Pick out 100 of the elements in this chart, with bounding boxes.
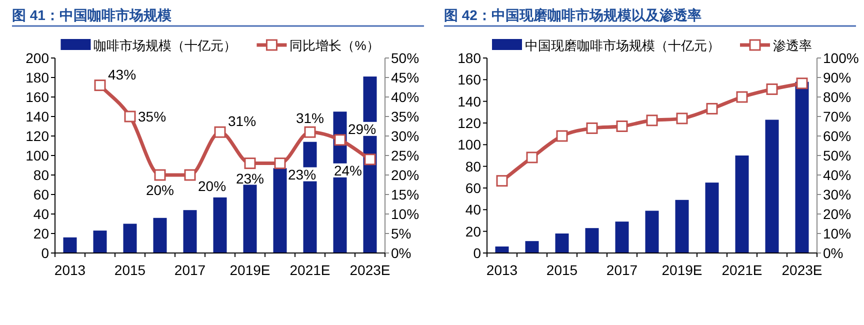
- y2-tick-label: 5%: [391, 226, 412, 242]
- y2-tick-label: 100%: [823, 50, 859, 66]
- bar: [183, 210, 197, 253]
- x-tick-label: 2023E: [782, 262, 822, 278]
- y-tick-label: 0: [473, 245, 482, 261]
- point: [586, 122, 598, 134]
- bar: [705, 182, 719, 253]
- y2-tick-label: 25%: [391, 148, 420, 164]
- y-tick-label: 100: [458, 136, 482, 153]
- y2-tick-label: 40%: [391, 89, 420, 105]
- data-label: 24%: [334, 162, 362, 178]
- point: [616, 120, 628, 132]
- bar: [585, 228, 599, 253]
- chart-title: 图 41：中国咖啡市场规模: [12, 7, 172, 23]
- bar: [93, 230, 107, 253]
- bar: [495, 246, 509, 253]
- chart-title: 图 42：中国现磨咖啡市场规模以及渗透率: [444, 7, 702, 23]
- y2-tick-label: 45%: [391, 70, 420, 86]
- legend-label: 渗透率: [773, 38, 812, 53]
- data-label: 23%: [236, 170, 264, 186]
- bar: [213, 197, 227, 253]
- y2-tick-label: 20%: [391, 167, 420, 183]
- point: [274, 158, 286, 170]
- data-label: 31%: [228, 113, 256, 130]
- point: [496, 175, 508, 187]
- bar: [63, 237, 77, 253]
- y2-tick-label: 0%: [391, 245, 412, 261]
- y-tick-label: 20: [465, 223, 482, 240]
- bar: [795, 82, 809, 253]
- bar: [273, 168, 287, 253]
- bar: [765, 120, 779, 253]
- y-tick-label: 160: [26, 89, 50, 105]
- point: [214, 126, 226, 138]
- x-tick-label: 2017: [606, 262, 638, 278]
- point: [124, 110, 136, 122]
- x-tick-label: 2019E: [230, 262, 270, 278]
- legend-label: 咖啡市场规模（十亿元）: [94, 38, 237, 53]
- y-tick-label: 140: [26, 108, 50, 124]
- y2-tick-label: 80%: [823, 89, 852, 105]
- point: [556, 130, 568, 142]
- y2-tick-label: 40%: [823, 167, 852, 183]
- point: [676, 112, 688, 124]
- data-label: 20%: [146, 182, 174, 198]
- point: [244, 158, 256, 170]
- x-tick-label: 2013: [486, 262, 518, 278]
- bar: [153, 218, 167, 253]
- bar: [555, 234, 569, 253]
- y-tick-label: 40: [33, 206, 50, 222]
- point: [334, 134, 346, 146]
- y2-tick-label: 50%: [391, 50, 420, 66]
- x-tick-label: 2021E: [722, 262, 762, 278]
- y-tick-label: 120: [26, 128, 50, 144]
- x-tick-label: 2021E: [290, 262, 330, 278]
- data-label: 29%: [348, 120, 376, 137]
- y-tick-label: 140: [458, 93, 482, 110]
- y2-tick-label: 15%: [391, 186, 420, 202]
- y-tick-label: 160: [458, 72, 482, 88]
- y-tick-label: 100: [26, 148, 50, 164]
- y2-tick-label: 35%: [391, 108, 420, 124]
- y2-tick-label: 50%: [823, 148, 852, 164]
- y-tick-label: 80: [33, 167, 50, 183]
- x-tick-label: 2013: [54, 262, 86, 278]
- data-label: 31%: [296, 110, 324, 126]
- y-tick-label: 60: [465, 180, 482, 196]
- bar: [123, 224, 137, 253]
- data-label: 43%: [108, 66, 136, 82]
- y2-tick-label: 30%: [391, 128, 420, 144]
- x-tick-label: 2019E: [662, 262, 702, 278]
- point: [766, 83, 778, 95]
- bar: [675, 200, 689, 253]
- point: [154, 169, 166, 181]
- point: [304, 126, 316, 138]
- y-tick-label: 120: [458, 115, 482, 131]
- point: [364, 154, 376, 166]
- y2-tick-label: 60%: [823, 128, 852, 144]
- y-tick-label: 180: [458, 50, 482, 66]
- y-tick-label: 0: [41, 245, 50, 261]
- y2-tick-label: 20%: [823, 206, 852, 222]
- point: [736, 91, 748, 103]
- data-label: 20%: [198, 178, 226, 194]
- y-tick-label: 200: [26, 50, 50, 66]
- point: [184, 169, 196, 181]
- y-tick-label: 60: [33, 186, 50, 202]
- y2-tick-label: 10%: [391, 206, 420, 222]
- y-tick-label: 180: [26, 70, 50, 86]
- y2-tick-label: 70%: [823, 108, 852, 124]
- point: [706, 102, 718, 114]
- y2-tick-label: 90%: [823, 70, 852, 86]
- x-tick-label: 2015: [114, 262, 146, 278]
- y2-tick-label: 10%: [823, 226, 852, 242]
- y-tick-label: 20: [33, 226, 50, 242]
- bar: [615, 222, 629, 253]
- x-tick-label: 2023E: [350, 262, 390, 278]
- x-tick-label: 2017: [174, 262, 206, 278]
- legend-label: 中国现磨咖啡市场规模（十亿元）: [525, 38, 720, 53]
- y2-tick-label: 0%: [823, 245, 844, 261]
- y-tick-label: 40: [465, 202, 482, 218]
- bar: [243, 184, 257, 253]
- x-tick-label: 2015: [546, 262, 578, 278]
- y-tick-label: 80: [465, 158, 482, 174]
